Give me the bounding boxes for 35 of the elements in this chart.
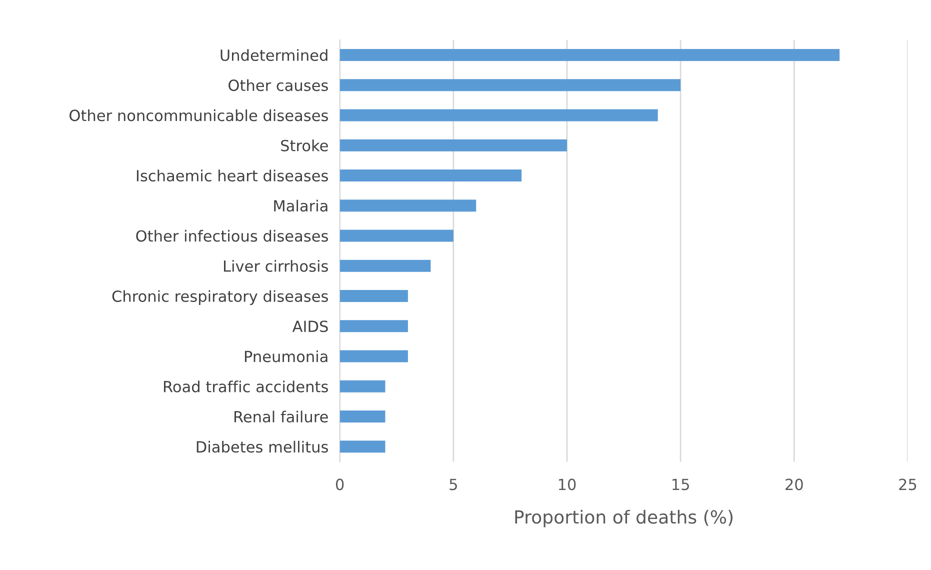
bar	[340, 290, 408, 302]
bar	[340, 109, 658, 122]
x-tick-label: 15	[672, 478, 689, 490]
y-tick-label: Other noncommunicable diseases	[70, 109, 328, 122]
bar	[340, 440, 386, 453]
y-tick-label: Chronic respiratory diseases	[112, 290, 328, 305]
y-tick-label: AIDS	[292, 320, 328, 332]
bar	[340, 260, 431, 272]
x-tick-label: 25	[899, 478, 916, 490]
bar	[340, 380, 386, 392]
y-tick-label: Other infectious diseases	[136, 230, 328, 242]
y-tick-label: Malaria	[274, 200, 328, 212]
y-tick-label: Ischaemic heart diseases	[136, 170, 328, 182]
y-tick-label: Pneumonia	[244, 350, 328, 362]
bar	[340, 350, 408, 362]
y-tick-label: Stroke	[281, 140, 328, 152]
x-axis-title: Proportion of deaths (%)	[515, 510, 733, 528]
bar	[340, 79, 681, 92]
x-tick-label: 5	[450, 478, 457, 490]
bar	[340, 200, 476, 212]
y-tick-label: Diabetes mellitus	[196, 440, 328, 453]
bar	[340, 230, 454, 242]
y-tick-label: Road traffic accidents	[164, 380, 328, 392]
bar	[340, 320, 408, 332]
y-tick-label: Liver cirrhosis	[224, 260, 328, 272]
bar	[340, 410, 386, 423]
bar	[340, 48, 840, 61]
y-tick-label: Undetermined	[220, 49, 328, 61]
x-tick-label: 10	[558, 478, 576, 490]
x-tick-label: 20	[786, 478, 803, 490]
bar	[340, 139, 567, 152]
y-tick-label: Renal failure	[234, 410, 328, 423]
bar	[340, 169, 522, 182]
x-tick-label: 0	[336, 478, 344, 490]
y-tick-label: Other causes	[228, 79, 328, 92]
